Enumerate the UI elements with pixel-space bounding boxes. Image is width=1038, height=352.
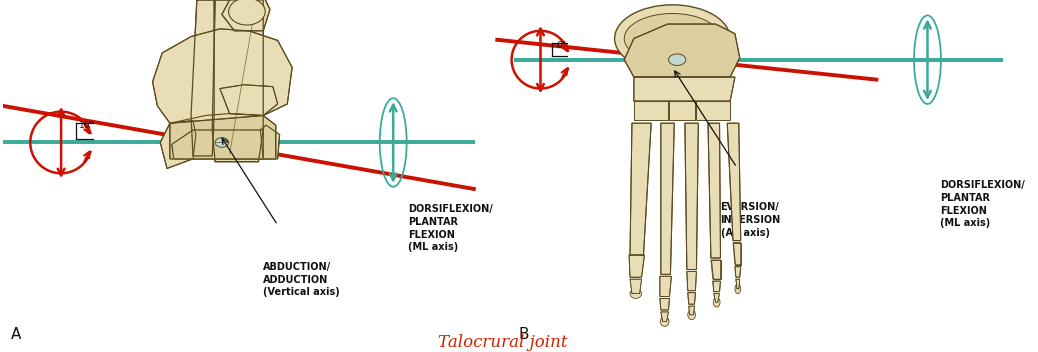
Ellipse shape xyxy=(713,297,720,307)
Polygon shape xyxy=(689,306,694,315)
Polygon shape xyxy=(634,77,735,101)
Polygon shape xyxy=(261,125,279,159)
Polygon shape xyxy=(688,293,695,304)
Ellipse shape xyxy=(688,310,695,320)
Polygon shape xyxy=(711,260,720,279)
Text: ABDUCTION/
ADDUCTION
(Vertical axis): ABDUCTION/ ADDUCTION (Vertical axis) xyxy=(264,262,340,297)
Polygon shape xyxy=(212,0,264,162)
Polygon shape xyxy=(670,101,694,120)
Polygon shape xyxy=(685,123,699,270)
Polygon shape xyxy=(634,101,667,120)
Ellipse shape xyxy=(735,284,741,294)
Polygon shape xyxy=(714,294,719,302)
Polygon shape xyxy=(733,243,741,265)
Polygon shape xyxy=(661,123,675,274)
Polygon shape xyxy=(687,271,696,291)
Polygon shape xyxy=(736,279,740,289)
Text: DORSIFLEXION/
PLANTAR
FLEXION
(ML axis): DORSIFLEXION/ PLANTAR FLEXION (ML axis) xyxy=(408,204,492,252)
Polygon shape xyxy=(160,120,196,169)
Ellipse shape xyxy=(215,138,228,147)
Polygon shape xyxy=(661,312,668,321)
Ellipse shape xyxy=(660,317,670,326)
Polygon shape xyxy=(153,29,292,123)
Polygon shape xyxy=(630,123,651,255)
Text: Talocrural joint: Talocrural joint xyxy=(438,334,568,351)
Ellipse shape xyxy=(668,54,686,65)
Polygon shape xyxy=(735,267,741,277)
Polygon shape xyxy=(728,123,741,241)
Polygon shape xyxy=(624,24,740,77)
Text: A: A xyxy=(11,327,22,342)
Text: DORSIFLEXION/
PLANTAR
FLEXION
(ML axis): DORSIFLEXION/ PLANTAR FLEXION (ML axis) xyxy=(940,180,1025,228)
Polygon shape xyxy=(191,0,214,156)
Polygon shape xyxy=(172,130,264,159)
Polygon shape xyxy=(220,85,278,115)
Polygon shape xyxy=(630,279,641,294)
Ellipse shape xyxy=(228,0,265,25)
Polygon shape xyxy=(696,101,730,120)
Polygon shape xyxy=(713,281,720,292)
Polygon shape xyxy=(708,123,720,258)
Polygon shape xyxy=(660,298,670,310)
Text: B: B xyxy=(518,327,528,342)
Ellipse shape xyxy=(630,289,641,298)
Text: EVERSION/
INVERSION
(AP axis): EVERSION/ INVERSION (AP axis) xyxy=(720,202,781,238)
Ellipse shape xyxy=(624,13,720,63)
Polygon shape xyxy=(629,255,645,277)
Ellipse shape xyxy=(614,5,730,72)
Polygon shape xyxy=(170,114,276,159)
Text: 10°: 10° xyxy=(79,121,95,130)
Text: 6°: 6° xyxy=(556,42,566,50)
Polygon shape xyxy=(660,276,672,296)
Polygon shape xyxy=(222,0,270,31)
